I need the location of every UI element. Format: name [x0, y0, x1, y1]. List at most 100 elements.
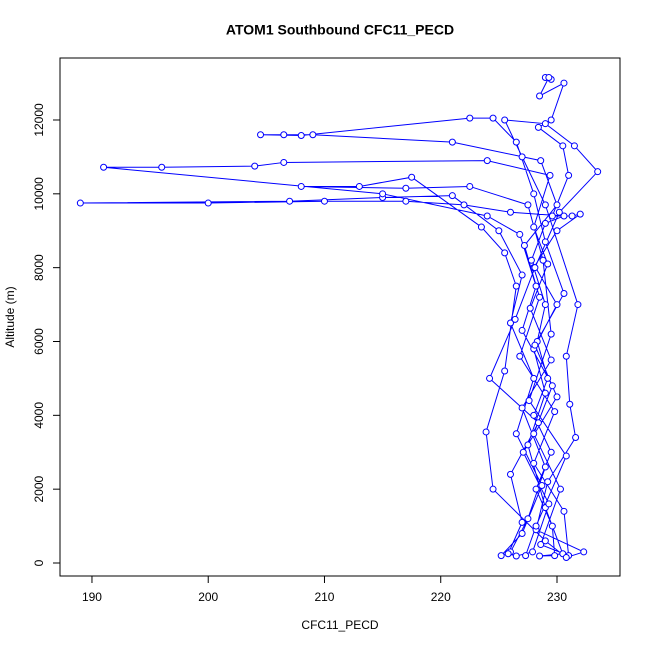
data-point [553, 227, 561, 235]
data-point [534, 123, 542, 131]
data-point [524, 441, 532, 449]
data-point [545, 500, 553, 508]
x-tick-label: 210 [314, 590, 334, 604]
data-point [76, 199, 84, 207]
y-tick-label: 4000 [32, 402, 46, 429]
data-point [541, 389, 549, 397]
data-point [518, 153, 526, 161]
data-point [530, 223, 538, 231]
data-point [512, 138, 520, 146]
x-tick-label: 220 [431, 590, 451, 604]
data-point [506, 319, 514, 327]
data-point [541, 463, 549, 471]
data-point [257, 131, 265, 139]
data-point [536, 92, 544, 100]
chart-title: ATOM1 Southbound CFC11_PECD [226, 22, 454, 38]
data-point [541, 238, 549, 246]
data-point [541, 301, 549, 309]
data-point [402, 184, 410, 192]
data-point [531, 264, 539, 272]
data-point [518, 529, 526, 537]
data-point [548, 382, 556, 390]
data-point [559, 142, 567, 150]
plot-frame [59, 57, 621, 577]
data-point [574, 301, 582, 309]
data-point [158, 163, 166, 171]
data-point [522, 552, 530, 560]
data-point [576, 210, 584, 218]
data-point [555, 208, 563, 216]
x-tick-label: 200 [198, 590, 218, 604]
data-point [547, 356, 555, 364]
data-point [560, 507, 568, 515]
data-point [560, 290, 568, 298]
data-point [466, 182, 474, 190]
data-point [524, 515, 532, 523]
y-axis-label: Altitude (m) [3, 286, 17, 347]
data-point [518, 326, 526, 334]
data-point [594, 168, 602, 176]
data-point [379, 190, 387, 198]
data-point [539, 256, 547, 264]
data-point [541, 537, 549, 545]
data-point [537, 541, 545, 549]
data-point [448, 192, 456, 200]
data-point [566, 400, 574, 408]
data-point [553, 201, 561, 209]
data-point [483, 157, 491, 165]
data-point [524, 201, 532, 209]
data-point [536, 293, 544, 301]
data-point [545, 74, 553, 82]
data-point [518, 271, 526, 279]
data-point [466, 114, 474, 122]
y-tick-label: 0 [32, 559, 46, 566]
data-point [320, 197, 328, 205]
data-point [527, 256, 535, 264]
data-point [547, 448, 555, 456]
data-point [551, 408, 559, 416]
data-point [486, 374, 494, 382]
data-point [537, 157, 545, 165]
data-point [520, 242, 528, 250]
data-point [530, 190, 538, 198]
data-point [100, 163, 108, 171]
data-point [280, 131, 288, 139]
data-point [547, 330, 555, 338]
data-line [80, 77, 599, 559]
data-point [495, 227, 503, 235]
data-point [402, 197, 410, 205]
data-point [544, 374, 552, 382]
y-tick-label: 12000 [32, 103, 46, 137]
data-point [482, 428, 490, 436]
data-point [568, 212, 576, 220]
y-tick-label: 10000 [32, 177, 46, 211]
data-point [497, 552, 505, 560]
data-point [506, 208, 514, 216]
data-point [506, 470, 514, 478]
data-point [570, 142, 578, 150]
data-point [553, 393, 561, 401]
data-point [572, 433, 580, 441]
data-point [580, 548, 588, 556]
data-point [530, 459, 538, 467]
data-point [512, 552, 520, 560]
data-point [501, 116, 509, 124]
data-point [483, 212, 491, 220]
data-point [534, 419, 542, 427]
data-point [536, 552, 544, 560]
data-point [512, 282, 520, 290]
data-point [562, 352, 570, 360]
data-point [556, 485, 564, 493]
data-point [546, 171, 554, 179]
data-point [504, 550, 512, 558]
data-point [551, 552, 559, 560]
data-point [553, 301, 561, 309]
x-tick-label: 190 [82, 590, 102, 604]
data-point [477, 223, 485, 231]
data-point [501, 367, 509, 375]
data-point [516, 352, 524, 360]
data-point [408, 173, 416, 181]
data-point [309, 131, 317, 139]
x-tick-label: 230 [547, 590, 567, 604]
